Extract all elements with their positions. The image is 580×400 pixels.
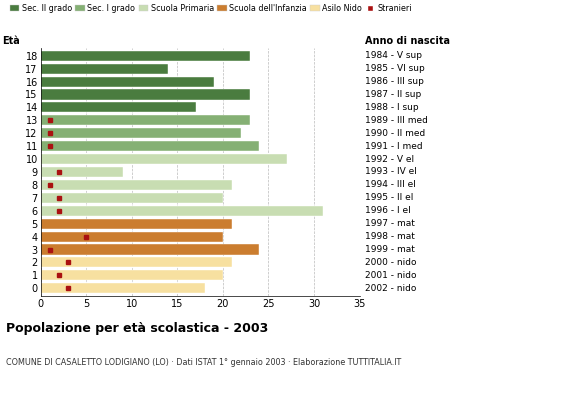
Text: 1987 - II sup: 1987 - II sup xyxy=(365,90,422,99)
Text: Popolazione per età scolastica - 2003: Popolazione per età scolastica - 2003 xyxy=(6,322,268,335)
Text: 1993 - IV el: 1993 - IV el xyxy=(365,168,417,176)
Text: 2000 - nido: 2000 - nido xyxy=(365,258,417,267)
Bar xyxy=(41,102,195,112)
Bar xyxy=(41,270,223,280)
Text: 1988 - I sup: 1988 - I sup xyxy=(365,103,419,112)
Text: 1989 - III med: 1989 - III med xyxy=(365,116,428,125)
Legend: Sec. II grado, Sec. I grado, Scuola Primaria, Scuola dell'Infanzia, Asilo Nido, : Sec. II grado, Sec. I grado, Scuola Prim… xyxy=(10,4,412,13)
Text: Anno di nascita: Anno di nascita xyxy=(365,36,451,46)
Text: 1996 - I el: 1996 - I el xyxy=(365,206,411,215)
Bar xyxy=(41,206,323,216)
Text: 2002 - nido: 2002 - nido xyxy=(365,284,417,293)
Text: 1990 - II med: 1990 - II med xyxy=(365,129,426,138)
Text: 1991 - I med: 1991 - I med xyxy=(365,142,423,151)
Bar xyxy=(41,141,259,151)
Bar xyxy=(41,64,168,74)
Bar xyxy=(41,115,250,125)
Bar xyxy=(41,76,214,87)
Bar xyxy=(41,232,223,242)
Text: 1998 - mat: 1998 - mat xyxy=(365,232,415,241)
Bar xyxy=(41,154,287,164)
Text: 1984 - V sup: 1984 - V sup xyxy=(365,51,422,60)
Text: 1986 - III sup: 1986 - III sup xyxy=(365,77,425,86)
Bar xyxy=(41,167,122,177)
Bar xyxy=(41,51,250,61)
Bar xyxy=(41,257,232,268)
Bar xyxy=(41,219,232,229)
Text: Età: Età xyxy=(2,36,20,46)
Bar xyxy=(41,128,241,138)
Text: 1994 - III el: 1994 - III el xyxy=(365,180,416,190)
Text: 1995 - II el: 1995 - II el xyxy=(365,193,414,202)
Text: COMUNE DI CASALETTO LODIGIANO (LO) · Dati ISTAT 1° gennaio 2003 · Elaborazione T: COMUNE DI CASALETTO LODIGIANO (LO) · Dat… xyxy=(6,358,401,367)
Bar xyxy=(41,244,259,254)
Text: 1985 - VI sup: 1985 - VI sup xyxy=(365,64,425,73)
Bar xyxy=(41,180,232,190)
Text: 1997 - mat: 1997 - mat xyxy=(365,219,415,228)
Text: 1992 - V el: 1992 - V el xyxy=(365,154,415,164)
Text: 2001 - nido: 2001 - nido xyxy=(365,271,417,280)
Bar xyxy=(41,283,205,293)
Text: 1999 - mat: 1999 - mat xyxy=(365,245,415,254)
Bar xyxy=(41,193,223,203)
Bar xyxy=(41,90,250,100)
